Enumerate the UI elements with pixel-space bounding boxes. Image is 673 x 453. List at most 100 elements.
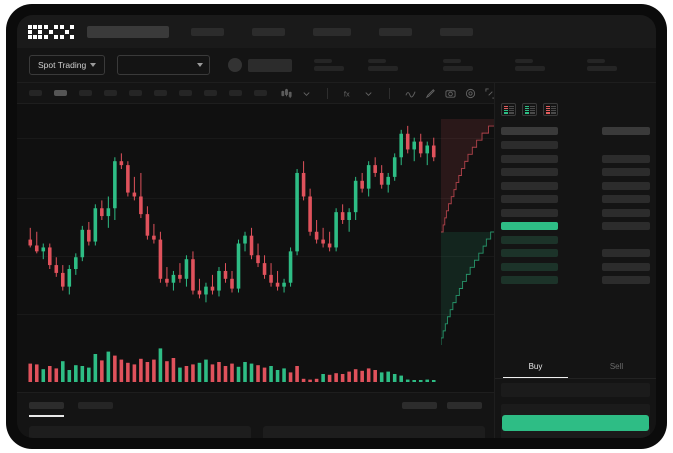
orderbook-row-last-price[interactable]: [501, 222, 650, 230]
orderbook-row[interactable]: [501, 195, 650, 203]
order-price-field[interactable]: [501, 383, 650, 397]
logo-letter-x: [60, 24, 74, 39]
orderbook-header-price: [501, 127, 558, 135]
orders-cards: [29, 426, 485, 438]
orderbook-view-toggles: [501, 103, 558, 116]
market-type-label: Spot Trading: [38, 60, 87, 70]
orders-tab-history[interactable]: [78, 402, 113, 409]
timeframe-button-active[interactable]: [54, 90, 67, 96]
volume-series: [28, 348, 436, 382]
chevron-down-icon[interactable]: [363, 88, 374, 99]
timeframe-button[interactable]: [229, 90, 242, 96]
chart-tools-group: fx: [281, 87, 496, 99]
drawing-tools-icon[interactable]: [425, 88, 436, 99]
coin-icon: [228, 58, 243, 72]
market-stat: [587, 59, 618, 71]
candlestick-series: [28, 125, 436, 303]
orders-tab-open[interactable]: [29, 402, 64, 409]
timeframe-button[interactable]: [79, 90, 92, 96]
nav-link-2[interactable]: [252, 27, 285, 36]
depth-chart-overlay: [441, 119, 495, 345]
line-chart-icon[interactable]: [405, 88, 416, 99]
orders-panel: [17, 392, 494, 438]
okx-logo[interactable]: [28, 24, 74, 39]
search-input[interactable]: [87, 25, 169, 38]
chevron-down-icon: [90, 63, 97, 67]
orderbook-trade-panel: Buy Sell: [494, 83, 656, 438]
orderbook-row[interactable]: [501, 181, 650, 190]
orders-actions: [402, 402, 482, 409]
timeframe-button[interactable]: [254, 90, 267, 96]
market-sub-header: Spot Trading: [17, 48, 656, 83]
price-chart[interactable]: [17, 104, 494, 336]
indicators-icon[interactable]: fx: [343, 88, 354, 99]
orderbook-column-headers: [501, 127, 650, 135]
settings-icon[interactable]: [465, 88, 476, 99]
order-card[interactable]: [29, 426, 251, 438]
buy-sell-tabs: Buy Sell: [495, 355, 656, 379]
nav-link-3[interactable]: [313, 27, 351, 36]
logo-letter-o: [28, 24, 42, 39]
chevron-down-icon: [197, 63, 204, 67]
timeframe-button[interactable]: [154, 90, 167, 96]
timeframe-button[interactable]: [179, 90, 192, 96]
orderbook-both-icon[interactable]: [501, 103, 516, 116]
order-card[interactable]: [263, 426, 485, 438]
nav-link-4[interactable]: [379, 27, 412, 36]
tab-sell[interactable]: Sell: [576, 355, 656, 378]
nav-link-5[interactable]: [440, 27, 473, 36]
orderbook-row[interactable]: [501, 262, 650, 271]
orderbook-bids-icon[interactable]: [522, 103, 537, 116]
camera-icon[interactable]: [445, 88, 456, 99]
market-stat: [314, 59, 345, 71]
app-screen: Spot Trading: [17, 15, 656, 438]
market-type-dropdown[interactable]: Spot Trading: [29, 55, 106, 75]
last-price-value: [248, 58, 293, 72]
orders-tabs: [29, 402, 113, 409]
order-amount-field[interactable]: [501, 404, 650, 418]
orderbook-row[interactable]: [501, 154, 650, 163]
depth-curve: [441, 119, 495, 345]
timeframe-button[interactable]: [129, 90, 142, 96]
timeframe-group: [29, 90, 267, 96]
tab-buy-label: Buy: [528, 362, 543, 371]
market-stat: [443, 59, 474, 71]
timeframe-button[interactable]: [104, 90, 117, 96]
timeframe-button[interactable]: [204, 90, 217, 96]
orderbook-row[interactable]: [501, 141, 650, 149]
orders-action-2[interactable]: [447, 402, 482, 409]
order-form-fields: [501, 383, 650, 438]
trading-pair-select[interactable]: [117, 55, 211, 75]
last-price-block: [228, 58, 293, 72]
orderbook-row[interactable]: [501, 276, 650, 284]
toolbar-divider: [389, 87, 390, 99]
market-stat: [368, 59, 399, 71]
volume-histogram: [17, 336, 494, 392]
chevron-down-icon[interactable]: [301, 88, 312, 99]
market-stats-group-1: [314, 59, 399, 71]
tab-sell-label: Sell: [609, 362, 624, 371]
candlestick-chart-icon[interactable]: [281, 88, 292, 99]
orderbook-row[interactable]: [501, 249, 650, 257]
toolbar-divider: [327, 87, 328, 99]
svg-text:fx: fx: [344, 89, 350, 98]
orderbook-header-amount: [602, 127, 650, 135]
nav-link-1[interactable]: [191, 27, 224, 36]
timeframe-button[interactable]: [29, 90, 42, 96]
orderbook-row[interactable]: [501, 168, 650, 176]
logo-letter-k: [44, 24, 58, 39]
tab-buy[interactable]: Buy: [495, 355, 576, 378]
orderbook-row[interactable]: [501, 208, 650, 217]
market-stats-group-2: [443, 59, 618, 71]
orderbook-asks-icon[interactable]: [543, 103, 558, 116]
chart-toolbar: fx: [17, 83, 496, 104]
orders-action-1[interactable]: [402, 402, 437, 409]
active-tab-underline: [29, 415, 64, 417]
orderbook-rows: [501, 141, 650, 290]
nav-links: [191, 27, 473, 36]
top-nav: [17, 15, 656, 48]
device-frame: Spot Trading: [6, 4, 667, 449]
orderbook-row[interactable]: [501, 235, 650, 244]
market-stat: [515, 59, 546, 71]
place-order-button[interactable]: [502, 415, 649, 431]
